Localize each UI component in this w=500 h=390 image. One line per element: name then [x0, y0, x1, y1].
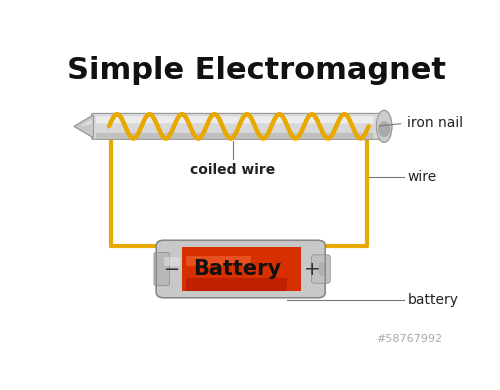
Polygon shape — [80, 119, 92, 126]
Bar — [164, 257, 180, 266]
Text: Battery: Battery — [193, 259, 281, 279]
FancyBboxPatch shape — [96, 133, 373, 139]
Text: battery: battery — [408, 293, 459, 307]
Text: iron nail: iron nail — [408, 116, 464, 130]
Text: −: − — [164, 259, 180, 278]
FancyBboxPatch shape — [96, 133, 373, 139]
FancyBboxPatch shape — [92, 113, 382, 139]
Text: #58767992: #58767992 — [376, 334, 442, 344]
Polygon shape — [80, 119, 92, 126]
FancyBboxPatch shape — [92, 113, 382, 139]
Text: Simple Electromagnet: Simple Electromagnet — [67, 56, 446, 85]
FancyBboxPatch shape — [154, 252, 170, 286]
FancyBboxPatch shape — [96, 116, 373, 123]
FancyBboxPatch shape — [312, 255, 330, 283]
Text: +: + — [304, 259, 320, 278]
Polygon shape — [74, 115, 94, 138]
Text: coiled wire: coiled wire — [190, 163, 276, 177]
FancyBboxPatch shape — [156, 240, 325, 298]
Ellipse shape — [318, 262, 326, 276]
Ellipse shape — [376, 110, 392, 142]
FancyBboxPatch shape — [96, 116, 373, 123]
Ellipse shape — [378, 121, 390, 137]
Ellipse shape — [376, 110, 392, 142]
Bar — [186, 278, 287, 291]
Polygon shape — [74, 115, 94, 138]
Bar — [186, 256, 251, 266]
Ellipse shape — [378, 121, 390, 137]
Bar — [182, 247, 301, 291]
Text: wire: wire — [408, 170, 436, 184]
